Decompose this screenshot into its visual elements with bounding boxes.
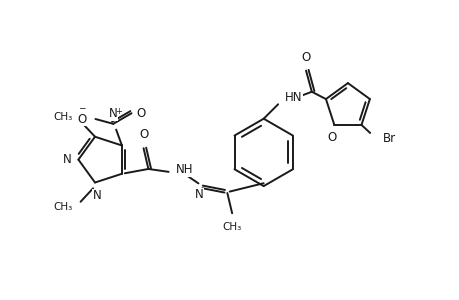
Text: −: − — [78, 103, 85, 112]
Text: O: O — [78, 112, 87, 125]
Text: CH₃: CH₃ — [222, 222, 241, 232]
Text: HN: HN — [284, 91, 302, 104]
Text: N: N — [92, 189, 101, 202]
Text: O: O — [327, 131, 336, 144]
Text: O: O — [301, 51, 310, 64]
Text: Br: Br — [382, 132, 395, 145]
Text: N: N — [195, 188, 203, 201]
Text: N: N — [109, 107, 118, 120]
Text: O: O — [136, 107, 146, 120]
Text: CH₃: CH₃ — [54, 202, 73, 212]
Text: O: O — [139, 128, 148, 141]
Text: +: + — [115, 107, 122, 116]
Text: NH: NH — [175, 164, 193, 176]
Text: CH₃: CH₃ — [54, 112, 73, 122]
Text: N: N — [63, 153, 72, 166]
